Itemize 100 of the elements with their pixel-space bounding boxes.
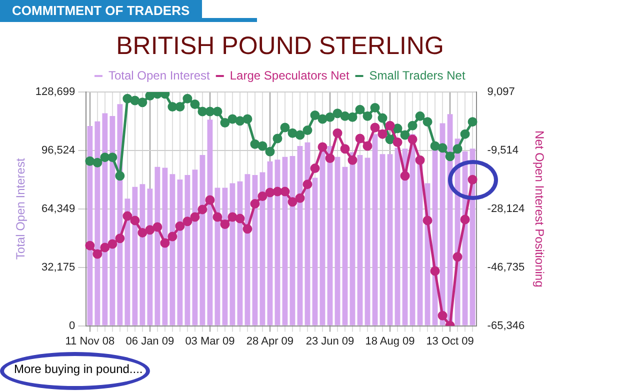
point [325, 112, 335, 122]
point [242, 224, 252, 234]
point [265, 188, 275, 198]
point [348, 112, 358, 122]
point [332, 128, 342, 138]
y2-axis-title: Net Open Interest Positioning [532, 130, 546, 288]
point [318, 142, 328, 152]
bar [110, 116, 116, 326]
point [168, 232, 178, 242]
bar [364, 158, 370, 326]
point [460, 214, 470, 224]
x-tick-label: 11 Nov 08 [65, 335, 115, 348]
point [325, 154, 335, 164]
point [340, 144, 350, 154]
point [280, 122, 290, 132]
x-tick-label: 28 Apr 09 [246, 335, 294, 348]
bar [214, 188, 220, 326]
bar [170, 174, 176, 326]
point [392, 137, 402, 147]
point [145, 92, 155, 101]
bar [357, 155, 363, 326]
point [460, 129, 470, 139]
point [228, 212, 238, 222]
point [130, 96, 140, 106]
x-tick-label: 23 Jun 09 [306, 335, 354, 348]
point [362, 111, 372, 121]
point [258, 192, 268, 202]
y2-tick-label: -9,514 [487, 144, 518, 156]
y-tick-label: 0 [69, 320, 76, 332]
point [175, 102, 185, 112]
point [310, 110, 320, 120]
point [212, 106, 222, 116]
point [452, 144, 462, 154]
point [415, 111, 425, 121]
bar [387, 154, 393, 326]
x-tick-label: 03 Mar 09 [185, 335, 235, 348]
point [295, 130, 305, 140]
point [212, 212, 222, 222]
point [205, 106, 215, 116]
y2-tick-label: -28,124 [487, 202, 525, 215]
point [138, 98, 148, 108]
point [182, 216, 192, 226]
bar [394, 148, 400, 326]
legend-label: Small Traders Net [369, 68, 466, 82]
point [160, 238, 170, 248]
point [92, 158, 102, 168]
point [108, 239, 118, 249]
point [422, 117, 432, 127]
point [348, 155, 358, 165]
point [430, 266, 440, 276]
point [370, 122, 380, 132]
point [182, 94, 192, 104]
point [355, 134, 365, 144]
legend-label: Large Speculators Net [230, 68, 350, 82]
point [272, 186, 282, 196]
y-tick-label: 32,175 [42, 261, 76, 274]
point [265, 146, 275, 156]
point [145, 225, 155, 235]
text: More buying in pound.... [14, 362, 143, 376]
bar [380, 154, 386, 326]
point [422, 216, 432, 226]
bar [147, 188, 153, 326]
point [235, 214, 245, 224]
point [408, 120, 418, 130]
point [108, 152, 118, 162]
point [100, 242, 110, 252]
chart-title: BRITISH POUND STERLING [116, 32, 444, 60]
point [190, 212, 200, 222]
bar [87, 126, 93, 326]
point [370, 102, 380, 112]
point [100, 152, 110, 162]
legend-label: Total Open Interest [108, 68, 211, 82]
point [130, 216, 140, 226]
point [205, 195, 215, 205]
point [400, 130, 410, 140]
point [318, 114, 328, 124]
point [250, 139, 260, 149]
point [408, 134, 418, 144]
bar [334, 156, 340, 326]
point [430, 141, 440, 151]
bar [162, 168, 168, 326]
point [445, 152, 455, 162]
point [340, 111, 350, 121]
y2-tick-label: -46,735 [487, 261, 525, 274]
bar [207, 120, 213, 326]
point [438, 310, 448, 320]
point [288, 128, 298, 138]
point [385, 134, 395, 144]
point [362, 141, 372, 151]
bar [132, 186, 138, 326]
y2-tick-label: 9,097 [487, 86, 515, 98]
point [392, 124, 402, 134]
point [400, 171, 410, 181]
point [242, 114, 252, 124]
bar [222, 188, 228, 326]
y-tick-label: 128,699 [35, 86, 76, 98]
point [378, 129, 388, 139]
point [152, 222, 162, 232]
y-axis-title: Total Open Interest [14, 158, 28, 260]
bar [124, 198, 130, 326]
